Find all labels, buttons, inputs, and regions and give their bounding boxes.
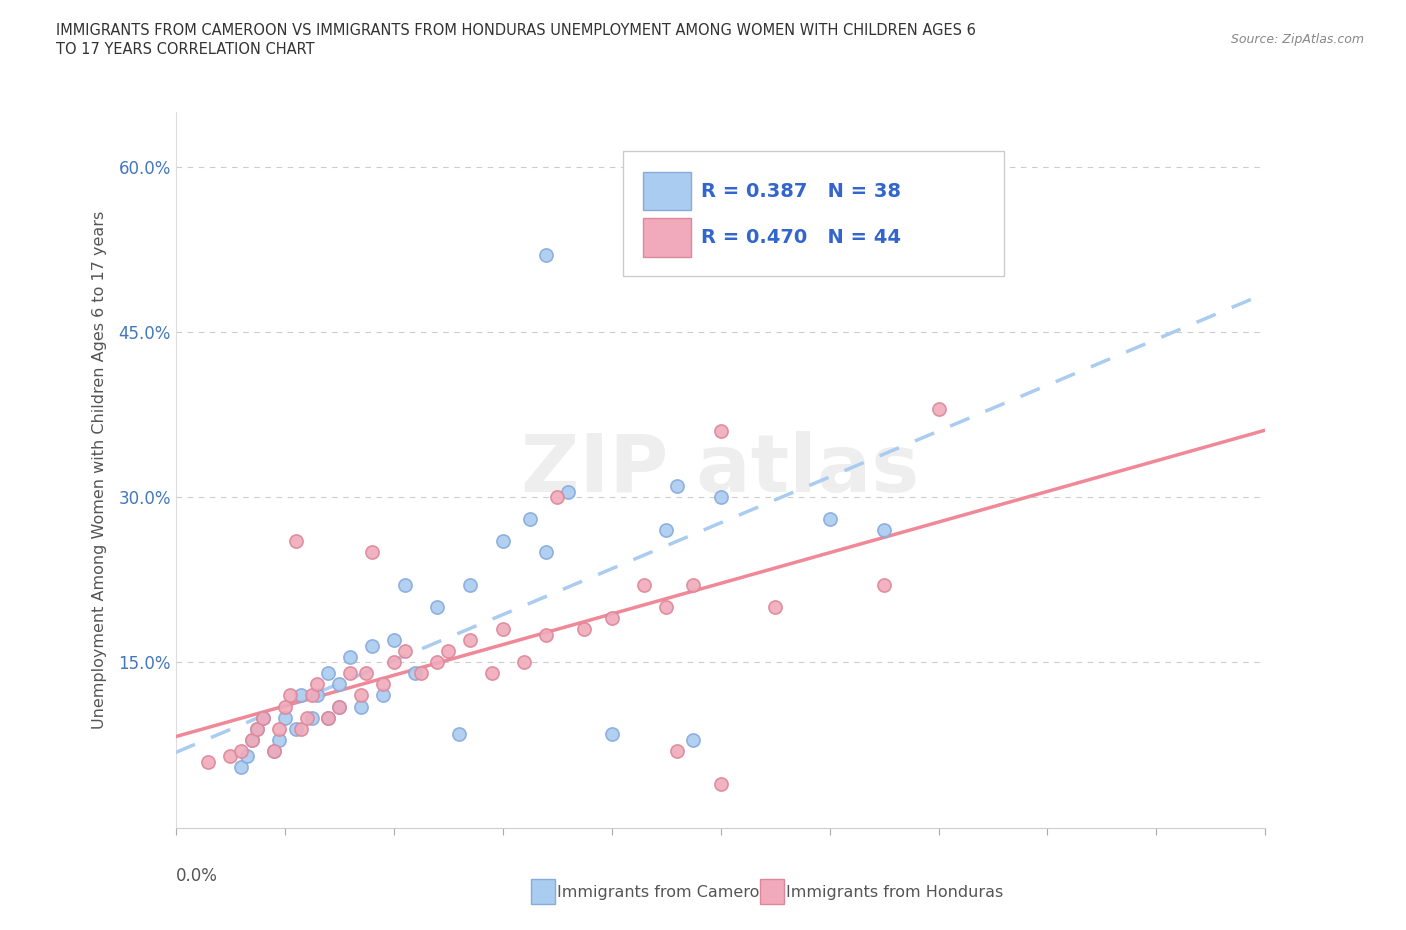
- Point: [197, 754, 219, 769]
- Point: [269, 732, 291, 747]
- Point: [655, 600, 678, 615]
- FancyBboxPatch shape: [759, 879, 783, 904]
- Text: IMMIGRANTS FROM CAMEROON VS IMMIGRANTS FROM HONDURAS UNEMPLOYMENT AMONG WOMEN WI: IMMIGRANTS FROM CAMEROON VS IMMIGRANTS F…: [56, 23, 976, 38]
- Point: [263, 743, 285, 758]
- FancyBboxPatch shape: [643, 172, 692, 210]
- Point: [600, 611, 623, 626]
- Point: [371, 688, 394, 703]
- Point: [666, 743, 689, 758]
- Point: [240, 732, 263, 747]
- Text: Source: ZipAtlas.com: Source: ZipAtlas.com: [1230, 33, 1364, 46]
- Point: [492, 622, 515, 637]
- Point: [235, 749, 257, 764]
- FancyBboxPatch shape: [643, 219, 692, 257]
- Point: [710, 424, 733, 439]
- Point: [873, 523, 896, 538]
- Point: [295, 711, 318, 725]
- Point: [458, 578, 481, 592]
- Point: [350, 699, 373, 714]
- Y-axis label: Unemployment Among Women with Children Ages 6 to 17 years: Unemployment Among Women with Children A…: [93, 210, 107, 729]
- Point: [763, 600, 786, 615]
- Point: [219, 749, 242, 764]
- Point: [231, 760, 253, 775]
- Point: [252, 711, 274, 725]
- Point: [666, 479, 689, 494]
- Point: [513, 655, 536, 670]
- Point: [263, 743, 285, 758]
- Point: [350, 688, 373, 703]
- Point: [240, 732, 263, 747]
- Point: [328, 699, 350, 714]
- Point: [339, 666, 361, 681]
- Point: [382, 655, 405, 670]
- Point: [246, 721, 269, 736]
- Point: [409, 666, 432, 681]
- Point: [274, 711, 297, 725]
- Point: [519, 512, 541, 526]
- Point: [426, 655, 449, 670]
- Point: [426, 600, 449, 615]
- Point: [360, 639, 382, 654]
- Point: [682, 578, 704, 592]
- Point: [405, 666, 427, 681]
- FancyBboxPatch shape: [623, 151, 1004, 276]
- Text: R = 0.387   N = 38: R = 0.387 N = 38: [702, 181, 901, 201]
- Point: [458, 633, 481, 648]
- Point: [371, 677, 394, 692]
- Point: [318, 666, 340, 681]
- Point: [339, 649, 361, 664]
- Point: [274, 699, 297, 714]
- Text: Immigrants from Cameroon: Immigrants from Cameroon: [557, 884, 779, 899]
- Point: [534, 628, 557, 643]
- Point: [655, 523, 678, 538]
- Point: [818, 512, 841, 526]
- Point: [269, 721, 291, 736]
- Point: [318, 711, 340, 725]
- Text: Immigrants from Honduras: Immigrants from Honduras: [786, 884, 1004, 899]
- Point: [600, 726, 623, 741]
- Point: [231, 743, 253, 758]
- Point: [307, 677, 329, 692]
- Text: ZIP atlas: ZIP atlas: [522, 431, 920, 509]
- Point: [574, 622, 596, 637]
- FancyBboxPatch shape: [531, 879, 555, 904]
- Point: [534, 545, 557, 560]
- Point: [328, 699, 350, 714]
- Point: [928, 402, 950, 417]
- Point: [290, 688, 312, 703]
- Text: 0.0%: 0.0%: [176, 867, 218, 885]
- Point: [252, 711, 274, 725]
- Point: [290, 721, 312, 736]
- Point: [246, 721, 269, 736]
- Point: [284, 534, 307, 549]
- Point: [492, 534, 515, 549]
- Point: [356, 666, 378, 681]
- Point: [873, 578, 896, 592]
- Point: [318, 711, 340, 725]
- Point: [394, 644, 416, 658]
- Point: [394, 578, 416, 592]
- Point: [710, 490, 733, 505]
- Point: [557, 485, 579, 499]
- Point: [534, 247, 557, 262]
- Text: R = 0.470   N = 44: R = 0.470 N = 44: [702, 228, 901, 247]
- Point: [447, 726, 470, 741]
- Point: [301, 711, 323, 725]
- Point: [481, 666, 503, 681]
- Point: [284, 721, 307, 736]
- Point: [307, 688, 329, 703]
- Point: [301, 688, 323, 703]
- Text: TO 17 YEARS CORRELATION CHART: TO 17 YEARS CORRELATION CHART: [56, 42, 315, 57]
- Point: [710, 777, 733, 791]
- Point: [546, 490, 568, 505]
- Point: [382, 633, 405, 648]
- Point: [633, 578, 655, 592]
- Point: [682, 732, 704, 747]
- Point: [328, 677, 350, 692]
- Point: [360, 545, 382, 560]
- Point: [437, 644, 460, 658]
- Point: [278, 688, 301, 703]
